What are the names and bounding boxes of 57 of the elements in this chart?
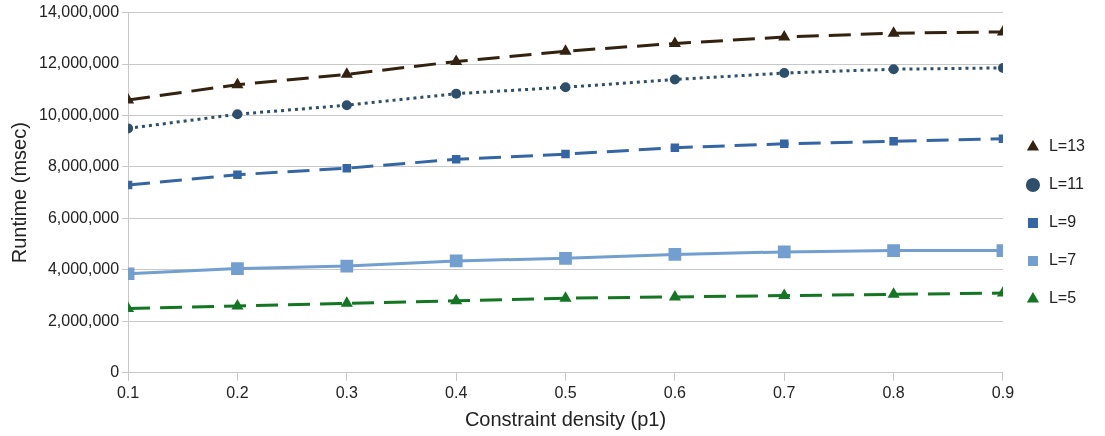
y-axis-title: Runtime (msec) <box>7 122 30 264</box>
point <box>231 262 244 275</box>
x-tick-label: 0.3 <box>335 383 359 401</box>
point <box>231 298 244 310</box>
y-tick-label: 14,000,000 <box>39 3 120 21</box>
x-tick-label: 0.6 <box>663 383 687 401</box>
point <box>450 293 463 305</box>
point <box>342 164 352 173</box>
y-tick-label: 6,000,000 <box>47 208 120 226</box>
point <box>777 245 791 259</box>
point <box>233 170 242 179</box>
legend-label: L=13 <box>1048 137 1086 155</box>
x-tick-label: 0.4 <box>445 383 468 401</box>
point <box>778 288 791 300</box>
point <box>340 296 353 307</box>
point <box>232 109 243 120</box>
point <box>668 248 682 261</box>
y-tick-label: 2,000,000 <box>47 311 120 329</box>
legend-label: L=9 <box>1048 213 1077 231</box>
legend-label: L=11 <box>1048 175 1084 193</box>
point <box>887 26 900 37</box>
x-tick-label: 0.8 <box>882 383 905 401</box>
point <box>231 77 244 89</box>
point <box>449 254 463 268</box>
x-tick-label: 0.5 <box>554 383 577 401</box>
point <box>559 291 572 302</box>
y-tick-label: 10,000,000 <box>39 105 120 123</box>
x-axis-title: Constraint density (p1) <box>464 407 667 430</box>
point <box>450 54 463 65</box>
point <box>340 259 354 273</box>
point <box>668 289 681 301</box>
point <box>779 68 790 79</box>
point <box>561 149 570 159</box>
legend-label: L=5 <box>1048 289 1077 307</box>
x-tick-label: 0.2 <box>226 383 249 401</box>
point <box>668 36 681 47</box>
point <box>341 100 352 111</box>
point <box>889 137 898 146</box>
y-tick-label: 8,000,000 <box>47 157 120 175</box>
point <box>559 251 572 265</box>
y-tick-label: 12,000,000 <box>39 54 120 72</box>
point <box>559 44 572 55</box>
legend-label: L=7 <box>1048 251 1077 269</box>
x-tick-label: 0.7 <box>773 383 796 401</box>
point <box>340 67 353 78</box>
point <box>669 74 680 85</box>
y-tick-label: 4,000,000 <box>47 260 120 278</box>
x-tick-label: 0.1 <box>116 383 140 401</box>
point <box>670 143 680 152</box>
point <box>778 30 791 41</box>
x-tick-label: 0.9 <box>991 383 1015 401</box>
point <box>888 64 899 75</box>
point <box>887 287 900 298</box>
point <box>560 82 571 93</box>
point <box>887 244 900 257</box>
point <box>451 88 462 99</box>
y-tick-label: 0 <box>110 363 120 381</box>
